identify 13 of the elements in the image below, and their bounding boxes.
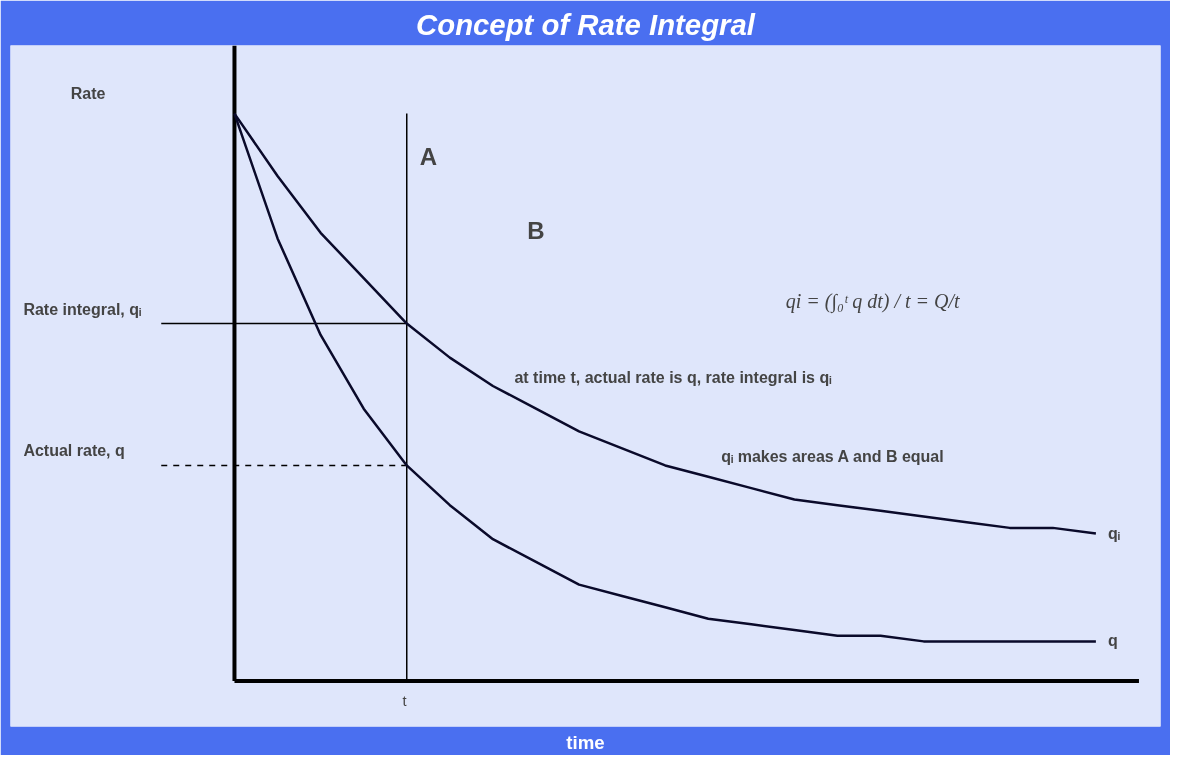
annotation: B	[527, 217, 545, 245]
series-label: q	[1107, 632, 1118, 650]
annotation: qi = (∫₀ᵗ q dt) / t = Q/t	[785, 290, 961, 315]
ref-line-label: Actual rate, q	[23, 442, 125, 460]
x-axis-title: time	[566, 731, 605, 753]
text: Rate	[70, 85, 106, 103]
text: t	[402, 693, 407, 710]
annotation: at time t, actual rate is q, rate integral is qᵢ	[514, 369, 832, 386]
chart-title: Concept of Rate Integral	[416, 7, 756, 41]
series-label: qᵢ	[1107, 524, 1120, 542]
ref-line-label: Rate integral, qᵢ	[23, 300, 142, 318]
annotation: A	[419, 143, 438, 171]
annotation: qᵢ makes areas A and B equal	[721, 448, 944, 466]
